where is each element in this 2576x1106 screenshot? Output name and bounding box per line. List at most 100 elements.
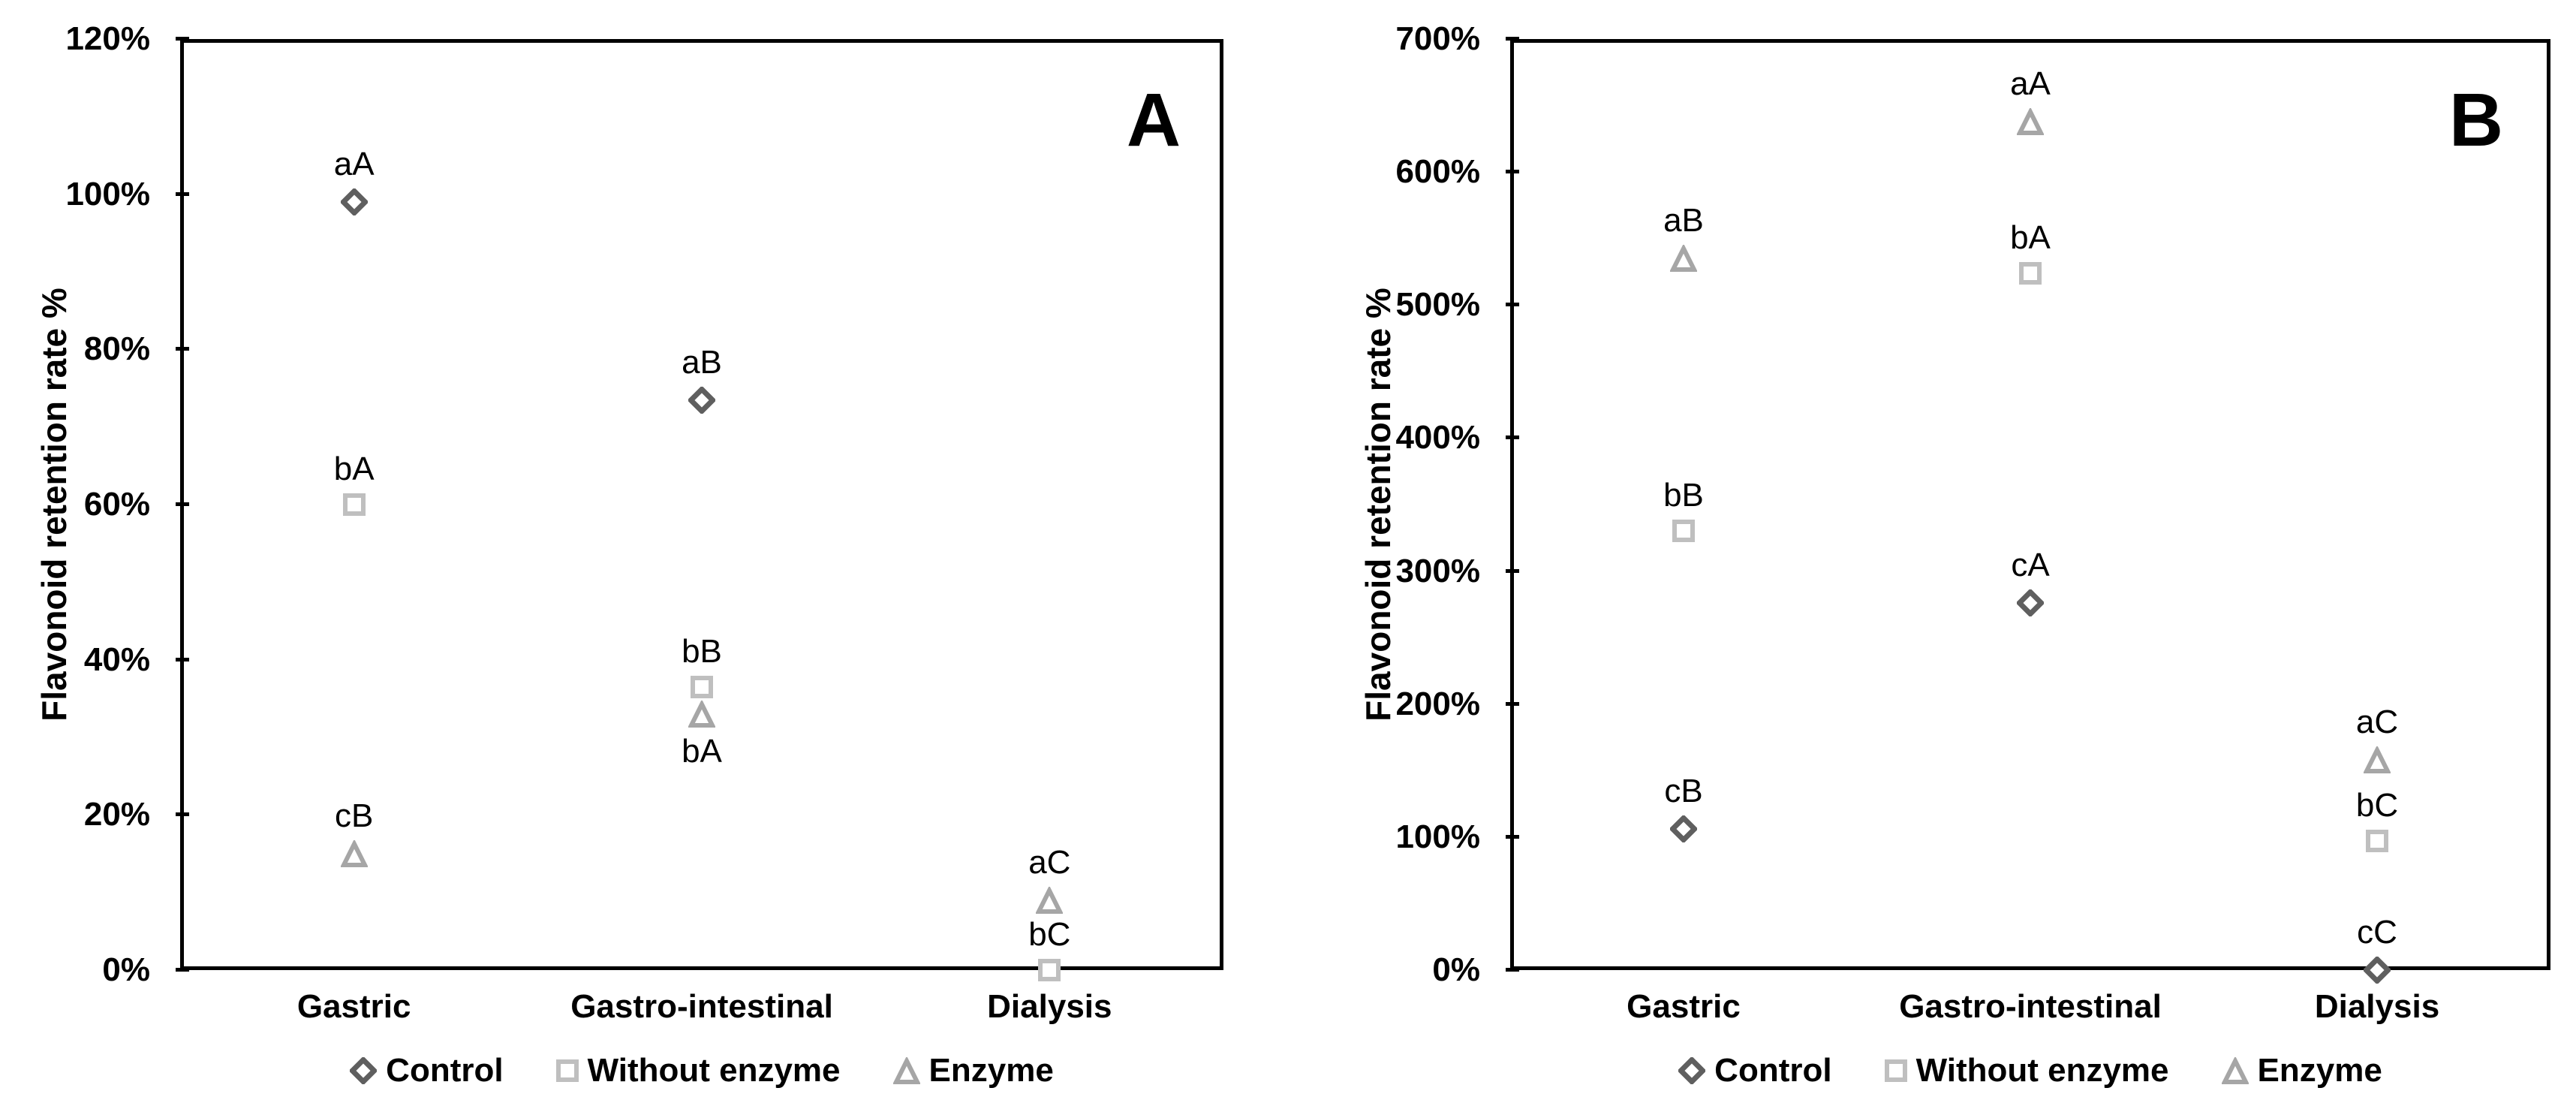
panel-letter: B [2448, 78, 2504, 162]
significance-label: cB [1664, 773, 1703, 810]
diamond-marker-icon [340, 188, 368, 215]
y-tick-label: 300% [1395, 552, 1480, 589]
data-point-without-enzyme [2366, 830, 2388, 853]
triangle-marker-icon [1670, 245, 1697, 273]
legend-label: Control [1714, 1052, 1832, 1089]
category-label: Gastric [296, 988, 411, 1025]
category-label: Gastro-intestinal [570, 988, 833, 1025]
triangle-marker-icon [2364, 746, 2391, 774]
diamond-marker-icon [688, 386, 715, 414]
y-tick-label: 20% [83, 796, 150, 833]
legend: Control Without enzyme Enzyme [180, 1050, 1223, 1092]
significance-label: bC [2355, 787, 2399, 824]
panel-letter: A [1126, 78, 1181, 162]
diamond-marker-icon [1670, 815, 1697, 843]
category-label: Dialysis [2314, 988, 2440, 1025]
data-point-enzyme [688, 701, 715, 728]
triangle-marker-icon [688, 701, 715, 728]
y-tick-mark [1506, 37, 1519, 41]
significance-label: bB [1663, 477, 1704, 514]
y-tick-mark [176, 347, 189, 351]
y-tick-label: 200% [1395, 685, 1480, 722]
y-tick-mark [1506, 968, 1519, 972]
y-tick-label: 100% [1395, 818, 1480, 855]
significance-label: bC [1028, 916, 1071, 953]
plot-border [1510, 39, 2550, 970]
significance-label: bA [333, 451, 375, 487]
legend: Control Without enzyme Enzyme [1510, 1050, 2550, 1092]
data-point-without-enzyme [1672, 520, 1695, 543]
legend-diamond-icon [350, 1057, 378, 1084]
data-point-enzyme [2017, 107, 2044, 135]
legend-item-enzyme: Enzyme [892, 1052, 1054, 1089]
significance-label: bA [682, 733, 722, 770]
data-point-control [340, 188, 368, 215]
square-marker-icon [1038, 959, 1061, 981]
triangle-marker-icon [340, 840, 368, 867]
square-marker-icon [1672, 520, 1695, 543]
y-tick-mark [1506, 170, 1519, 174]
y-tick-label: 100% [65, 175, 150, 212]
legend-label: Enzyme [2257, 1052, 2382, 1089]
legend-label: Without enzyme [587, 1052, 841, 1089]
data-point-enzyme [1036, 887, 1064, 914]
legend-triangle-icon [892, 1057, 920, 1084]
y-tick-mark [176, 191, 189, 196]
legend-triangle-icon [2221, 1057, 2249, 1084]
legend-square-icon [1884, 1059, 1907, 1082]
data-point-control [2017, 589, 2044, 617]
significance-label: aB [1663, 202, 1704, 240]
significance-label: bA [2010, 218, 2051, 256]
y-tick-label: 500% [1395, 286, 1480, 324]
category-label: Gastric [1627, 988, 1741, 1025]
data-point-without-enzyme [2019, 261, 2042, 285]
data-point-without-enzyme [1038, 959, 1061, 981]
y-tick-mark [176, 657, 189, 661]
legend-label: Control [386, 1052, 504, 1089]
data-point-without-enzyme [342, 493, 366, 516]
diamond-marker-icon [2017, 589, 2044, 617]
data-point-enzyme [340, 840, 368, 867]
significance-label: bB [682, 632, 722, 670]
y-tick-label: 80% [83, 330, 150, 368]
y-tick-mark [1506, 303, 1519, 307]
triangle-marker-icon [2017, 107, 2044, 135]
significance-label: cA [2011, 547, 2050, 584]
data-point-control [1670, 815, 1697, 843]
data-point-without-enzyme [691, 675, 713, 698]
chart-panel-b: Flavonoid retention rate % 0% 100% 200% 300%… [1288, 0, 2576, 1106]
y-tick-label: 600% [1395, 153, 1480, 191]
y-tick-mark [176, 502, 189, 506]
chart-panel-a: Flavonoid retention rate % 0% 20% 40% 60% 80%… [35, 20, 1223, 1092]
legend-square-icon [555, 1059, 579, 1082]
data-point-control [688, 386, 715, 414]
significance-label: aA [333, 146, 375, 182]
legend-item-control: Control [350, 1052, 504, 1089]
legend-item-control: Control [1678, 1052, 1832, 1089]
y-tick-mark [176, 37, 189, 41]
y-tick-mark [176, 968, 189, 972]
square-marker-icon [691, 675, 713, 698]
y-tick-mark [1506, 701, 1519, 706]
y-tick-label: 0% [102, 951, 150, 988]
data-point-enzyme [2364, 746, 2391, 774]
y-tick-label: 400% [1395, 419, 1480, 457]
y-tick-mark [176, 812, 189, 817]
legend-label: Without enzyme [1915, 1052, 2169, 1089]
y-tick-label: 40% [83, 640, 150, 678]
y-tick-mark [1506, 568, 1519, 573]
y-tick-label: 700% [1395, 20, 1480, 57]
diamond-marker-icon [2364, 957, 2391, 984]
category-label: Dialysis [987, 988, 1112, 1025]
legend-item-without-enzyme: Without enzyme [1884, 1052, 2169, 1089]
y-tick-label: 0% [1432, 951, 1480, 988]
significance-label: aB [682, 343, 722, 381]
y-tick-mark [1506, 834, 1519, 839]
y-tick-mark [1506, 435, 1519, 440]
legend-item-enzyme: Enzyme [2221, 1052, 2382, 1089]
square-marker-icon [2019, 261, 2042, 285]
significance-label: cB [334, 797, 374, 834]
square-marker-icon [342, 493, 366, 516]
legend-label: Enzyme [928, 1052, 1054, 1089]
